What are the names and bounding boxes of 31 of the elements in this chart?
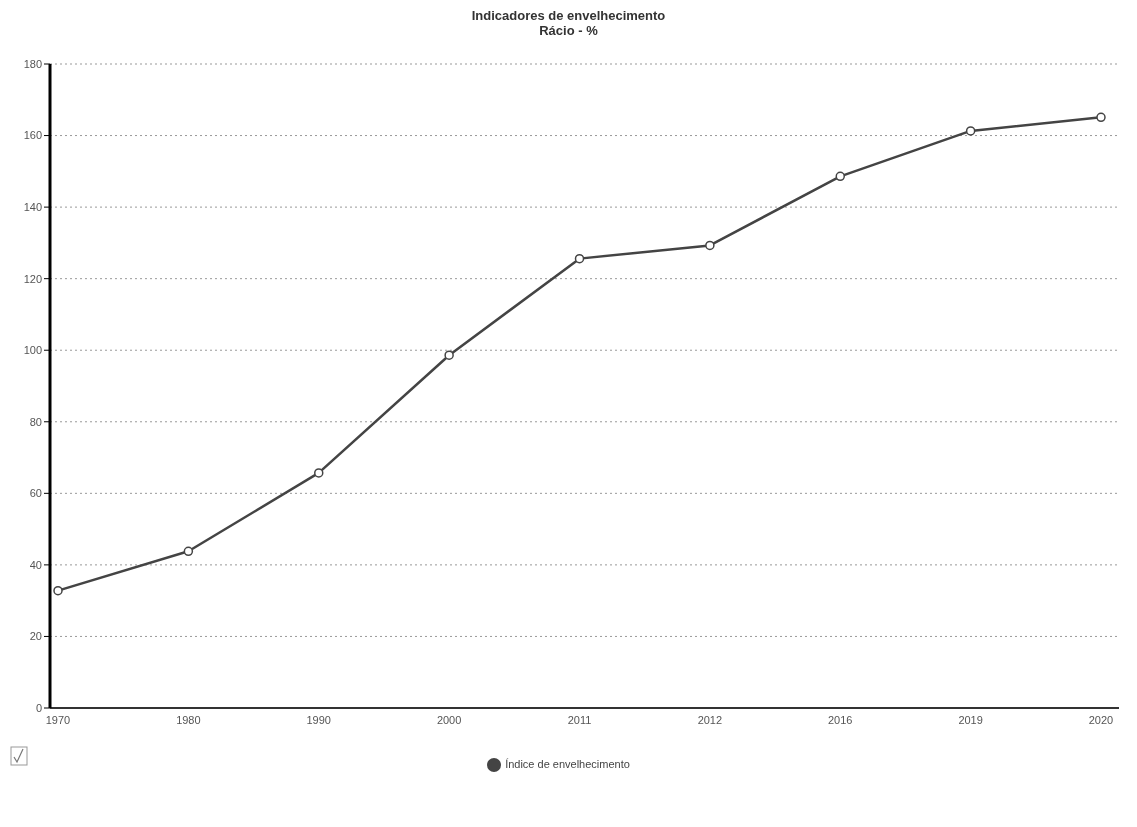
point <box>1096 112 1106 123</box>
chart-title: Indicadores de envelhecimento <box>470 8 667 23</box>
x-tick-label: 2016 <box>828 713 853 726</box>
point <box>574 253 585 264</box>
y-tick-label: 0 <box>35 701 42 714</box>
y-tick-label: 80 <box>29 415 42 428</box>
legend-label: Índice de envelhecimento <box>505 758 630 770</box>
x-tick-label: 1990 <box>306 713 331 726</box>
point <box>53 585 63 596</box>
point <box>835 171 845 182</box>
y-tick-label: 40 <box>29 558 42 571</box>
point <box>444 350 454 360</box>
x-tick-label: 2019 <box>958 713 983 726</box>
x-tick-label: 2011 <box>567 713 592 726</box>
point <box>965 126 976 136</box>
chart-subtitle: Rácio - % <box>538 23 599 38</box>
point <box>183 546 194 557</box>
y-tick-label: 120 <box>23 272 42 285</box>
y-tick-label: 160 <box>23 129 42 142</box>
y-tick-label: 20 <box>29 630 42 643</box>
y-tick-label: 180 <box>23 57 42 70</box>
point <box>705 240 715 251</box>
point <box>314 468 324 478</box>
y-tick-label: 100 <box>23 344 42 357</box>
x-tick-label: 1970 <box>45 713 71 726</box>
x-tick-label: 2012 <box>697 713 723 726</box>
x-tick-label: 2020 <box>1088 713 1114 726</box>
x-tick-label: 2000 <box>436 713 462 726</box>
x-tick-label: 1980 <box>176 713 201 726</box>
y-tick-label: 140 <box>23 201 42 214</box>
y-tick-label: 60 <box>29 487 42 500</box>
